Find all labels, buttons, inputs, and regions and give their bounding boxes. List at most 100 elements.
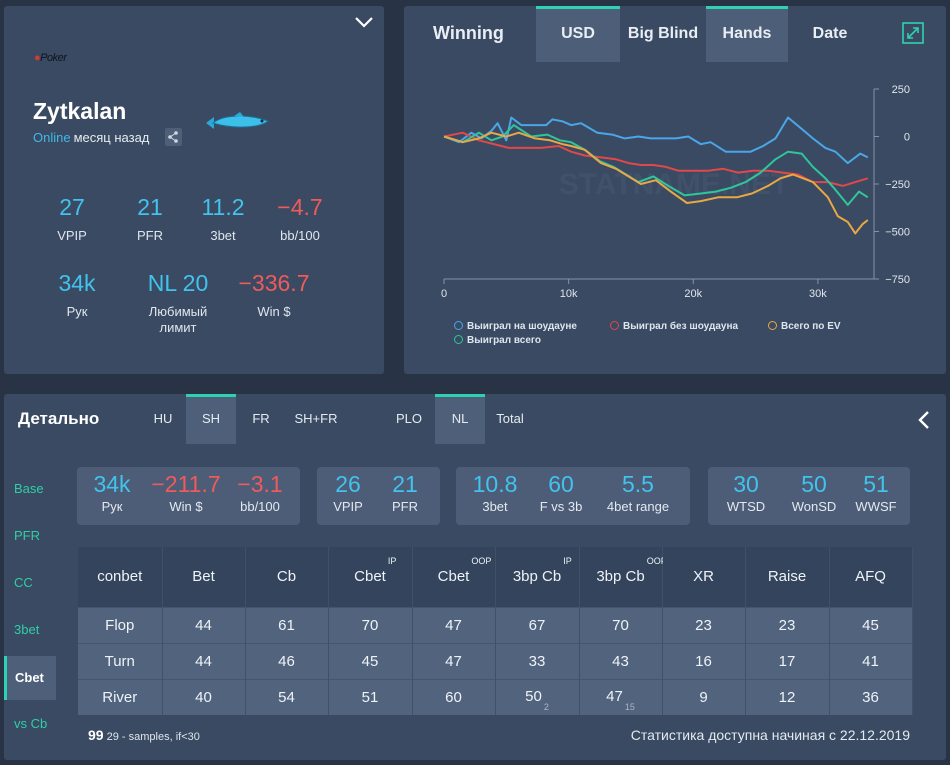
table-header: Cbet IP — [328, 547, 413, 607]
table-header: Raise — [745, 547, 830, 607]
table-cell: 67 — [495, 606, 580, 643]
side-tab-3bet[interactable]: 3bet — [14, 622, 40, 637]
legend-item-total[interactable]: Выиграл всего — [454, 335, 541, 346]
table-cell: 23 — [662, 606, 746, 643]
stat-box-showdown: 30 WTSD 50 WonSD 51 WWSF — [708, 467, 910, 525]
stat-hands: 34k Рук — [93, 471, 131, 514]
x-tick-label: 10k — [560, 288, 578, 300]
stat-vpip: 27 VPIP — [57, 194, 87, 243]
tab-sh[interactable]: SH — [186, 394, 236, 444]
table-cell: 4715 — [579, 678, 663, 715]
table-cell: 40 — [162, 678, 246, 715]
table-header: Cb — [245, 547, 329, 607]
fish-icon — [206, 112, 269, 129]
check-circle-icon — [610, 321, 619, 330]
stat-fold-vs-3bet: 60 F vs 3b — [539, 471, 583, 514]
table-cell: 12 — [745, 678, 830, 715]
stat-vpip: 26 VPIP — [333, 471, 363, 514]
stat-hands: 34k Рук — [58, 270, 96, 319]
table-cell: 45 — [328, 642, 413, 679]
chevron-down-icon[interactable] — [354, 14, 374, 30]
player-card: ●Poker Zytkalan Online месяц назад 27 VPIP… — [4, 6, 384, 374]
table-row: River 40 54 51 60 502 4715 9 12 36 — [78, 678, 913, 715]
table-cell: 70 — [579, 606, 663, 643]
row-label: River — [78, 678, 163, 715]
check-circle-icon — [454, 321, 463, 330]
side-tab-pfr[interactable]: PFR — [14, 528, 40, 543]
table-row: Turn 44 46 45 47 33 43 16 17 41 — [78, 642, 913, 679]
table-cell: 54 — [245, 678, 329, 715]
stat-pfr: 21 PFR — [137, 194, 163, 243]
winning-chart-card: Winning USD Big Blind Hands Date STATNAM… — [404, 6, 946, 374]
stat-box-3bet: 10.8 3bet 60 F vs 3b 5.5 4bet range — [456, 467, 690, 525]
x-tick-label: 0 — [441, 288, 447, 300]
table-cell: 46 — [245, 642, 329, 679]
detail-title: Детально — [18, 409, 100, 428]
table-cell: 17 — [745, 642, 830, 679]
tab-sh-fr[interactable]: SH+FR — [294, 411, 338, 426]
tab-hands[interactable]: Hands — [706, 6, 788, 62]
table-cell: 44 — [162, 606, 246, 643]
y-tick-label: 250 — [892, 84, 910, 96]
table-cell: 33 — [495, 642, 580, 679]
tab-total[interactable]: Total — [496, 411, 524, 426]
stat-3bet: 11.2 3bet — [201, 194, 245, 243]
stat-favourite-limit: NL 20 Любимый лимит — [147, 270, 209, 335]
table-cell: 61 — [245, 606, 329, 643]
stat-3bet: 10.8 3bet — [472, 471, 518, 514]
series-line-3 — [443, 131, 869, 235]
stat-win-usd: −211.7 Win $ — [151, 471, 221, 514]
table-cell: 51 — [328, 678, 413, 715]
x-tick-label: 20k — [684, 288, 702, 300]
tab-plo[interactable]: PLO — [395, 411, 422, 426]
chevron-left-icon[interactable] — [918, 410, 930, 430]
table-cell: 47 — [412, 606, 496, 643]
stat-wwsf: 51 WWSF — [855, 471, 897, 514]
check-circle-icon — [768, 321, 777, 330]
y-tick-label: 0 — [904, 132, 910, 144]
share-button[interactable] — [165, 128, 182, 146]
side-tab-vs-cb[interactable]: vs Cb — [14, 716, 48, 731]
legend-item-showdown[interactable]: Выиграл на шоудауне — [454, 321, 577, 332]
table-header: Cbet OOP — [412, 547, 496, 607]
tab-hu[interactable]: HU — [153, 411, 173, 426]
chart-watermark: STATNAME.NET — [559, 168, 790, 201]
legend-item-ev[interactable]: Всего по EV — [768, 321, 841, 332]
stat-bb100: −4.7 bb/100 — [277, 194, 323, 243]
tab-nl[interactable]: NL — [435, 394, 485, 444]
table-cell: 36 — [829, 678, 913, 715]
table-cell: 9 — [662, 678, 746, 715]
samples-note: 99 29 - samples, if<30 — [88, 727, 200, 743]
room-logo: ●Poker — [34, 52, 67, 64]
table-header: XR — [662, 547, 746, 607]
y-tick-label: −750 — [885, 274, 910, 286]
table-header: 3bp Cb OOP — [579, 547, 667, 607]
stat-box-preflop: 26 VPIP 21 PFR — [317, 467, 440, 525]
series-line-1 — [443, 131, 869, 187]
stat-wonsd: 50 WonSD — [791, 471, 837, 514]
side-tab-base[interactable]: Base — [14, 481, 44, 496]
table-cell: 70 — [328, 606, 413, 643]
stat-box-results: 34k Рук −211.7 Win $ −3.1 bb/100 — [77, 467, 300, 525]
check-circle-icon — [454, 335, 463, 344]
table-cell: 23 — [745, 606, 830, 643]
row-label: Flop — [78, 606, 163, 643]
cbet-stats-table: conbet Bet Cb Cbet IP Cbet OOP 3bp Cb IP 3bp Cb OO… — [78, 547, 913, 715]
table-cell: 43 — [579, 642, 663, 679]
x-tick-label: 30k — [809, 288, 827, 300]
share-icon — [168, 131, 178, 143]
tab-usd[interactable]: USD — [536, 6, 620, 62]
tab-fr[interactable]: FR — [252, 411, 270, 426]
side-tab-cc[interactable]: CC — [14, 575, 33, 590]
legend-item-non-showdown[interactable]: Выиграл без шоудауна — [610, 321, 738, 332]
winning-title: Winning — [433, 23, 504, 43]
stat-wtsd: 30 WTSD — [726, 471, 766, 514]
stat-win-usd: −336.7 Win $ — [238, 270, 310, 319]
player-name: Zytkalan — [33, 98, 127, 124]
stat-bb100: −3.1 bb/100 — [237, 471, 283, 514]
expand-icon[interactable] — [902, 22, 924, 44]
side-tab-cbet[interactable]: Cbet — [4, 656, 56, 700]
table-cell: 47 — [412, 642, 496, 679]
tab-big-blind[interactable]: Big Blind — [627, 25, 699, 42]
tab-date[interactable]: Date — [812, 25, 848, 42]
